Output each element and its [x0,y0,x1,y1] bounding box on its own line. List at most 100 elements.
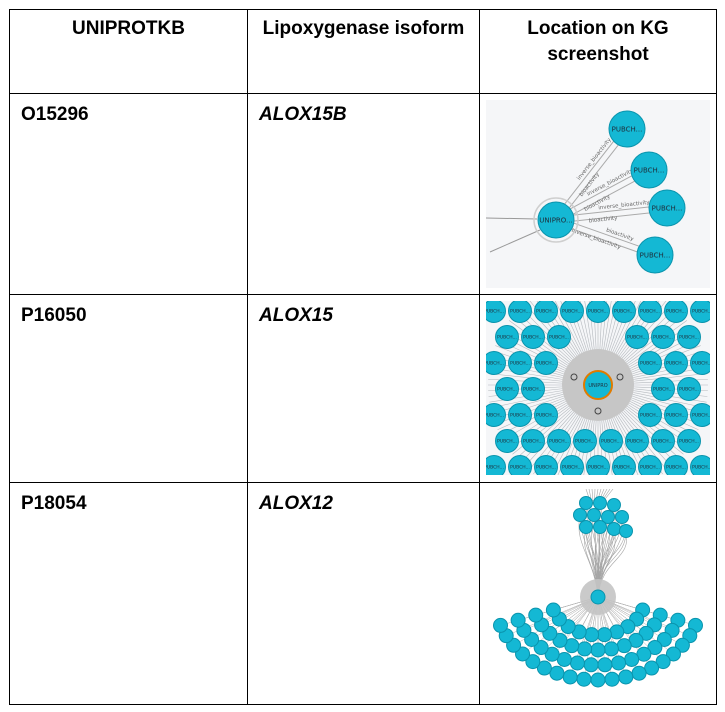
graph-node [612,455,636,475]
graph-edge [488,373,563,382]
graph-node [534,403,558,427]
graph-node [544,646,560,662]
graph-edge [624,408,680,459]
graph-node [534,455,558,475]
graph-node-label: PUBCH... [510,413,530,419]
graph-node-label: PUBCH... [562,465,582,471]
graph-edge-label: bioactivity [589,215,619,224]
graph-node [619,524,633,538]
graph-node [495,325,519,349]
graph-node-label: PUBCH... [536,465,556,471]
graph-node [545,602,561,618]
graph-node [493,617,509,633]
graph-node-halo [533,197,579,243]
uniprot-id: O15296 [9,93,248,295]
graph-node [486,301,506,323]
graph-node-label: PUBCH... [536,413,556,419]
graph-node [534,351,558,375]
graph-node-label: PUBCH... [627,335,647,341]
header-location: Location on KG screenshot [479,9,717,94]
graph-node-label: PUBCH... [666,413,686,419]
graph-node-label: PUBCH... [614,465,634,471]
graph-edge [516,408,572,459]
graph-node-label: PUBCH... [536,361,556,367]
graph-node [486,455,506,475]
graph-node [638,301,662,323]
graph-edge [633,373,708,382]
graph-node-label: PUBCH... [588,465,608,471]
graph-node-label: PUBCH... [486,413,504,419]
graph-node [596,627,612,643]
graph-node [677,325,701,349]
graph-node-label: PUBCH... [612,125,643,133]
graph-node [547,429,571,453]
graph-node [625,429,649,453]
graph-node-label: PUBCH... [523,387,543,393]
graph-node-label: PUBCH... [640,361,660,367]
graph-node-label: PUBCH... [653,387,673,393]
graph-node [677,377,701,401]
kg-screenshot-alox12 [486,489,710,697]
expand-icon [594,407,602,415]
graph-node [508,455,532,475]
graph-edge [557,417,584,475]
graph-edge [486,217,538,220]
kg-screenshot-cell: PUBCH... PUBCH... PUBCH... PUBCH... PUBCH...… [479,294,717,483]
graph-node-label: PUBCH... [666,465,686,471]
graph-node-label: PUBCH... [652,204,683,212]
graph-node-label: PUBCH... [666,309,686,315]
graph-node-label: PUBCH... [692,413,710,419]
graph-node-label: PUBCH... [640,251,671,259]
uniprot-id: P18054 [9,482,248,705]
graph-node [607,522,621,536]
graph-node-label: PUBCH... [497,335,517,341]
graph-node-label: PUBCH... [486,309,504,315]
graph-node-label: PUBCH... [523,335,543,341]
graph-edge [489,229,541,253]
graph-node [648,189,686,227]
graph-edge [499,401,567,436]
isoform-cell: ALOX15 [247,294,480,483]
graph-node [552,632,568,648]
graph-edge [623,410,676,463]
graph-node [638,455,662,475]
graph-edge [633,392,706,409]
graph-node [644,660,660,676]
graph-node [508,403,532,427]
graph-edge [553,126,626,219]
graph-node [608,110,646,148]
table-row: P18054 ALOX12 [9,482,717,705]
graph-node [690,455,710,475]
graph-edge [625,407,684,455]
graph-node [607,498,621,512]
graph-node [586,301,610,323]
header-isoform: Lipoxygenase isoform [247,9,480,94]
lock-icon [570,373,578,381]
graph-node [631,665,647,681]
graph-node [521,429,545,453]
graph-node-label: PUBCH... [679,335,699,341]
graph-node-label: PUBCH... [523,439,543,445]
graph-node [573,508,587,522]
graph-node [656,631,672,647]
graph-node [630,151,668,189]
graph-node-label: PUBCH... [575,439,595,445]
center-node [583,370,613,400]
graph-node [655,654,671,670]
isoform-name: ALOX15 [259,305,333,326]
graph-node-label: PUBCH... [640,309,660,315]
graph-node [583,657,599,673]
graph-node [625,325,649,349]
graph-node [547,325,571,349]
graph-node [638,625,654,641]
graph-edge [508,405,570,450]
graph-node-label: PUBCH... [549,335,569,341]
header-row: UNIPROTKB Lipoxygenase isoform Location … [9,9,717,94]
graph-node [593,496,607,510]
graph-node [597,657,613,673]
graph-node [587,508,601,522]
graph-node [664,301,688,323]
graph-node-label: PUBCH... [497,387,517,393]
graph-node [647,640,663,656]
graph-node-label: PUBCH... [510,309,530,315]
